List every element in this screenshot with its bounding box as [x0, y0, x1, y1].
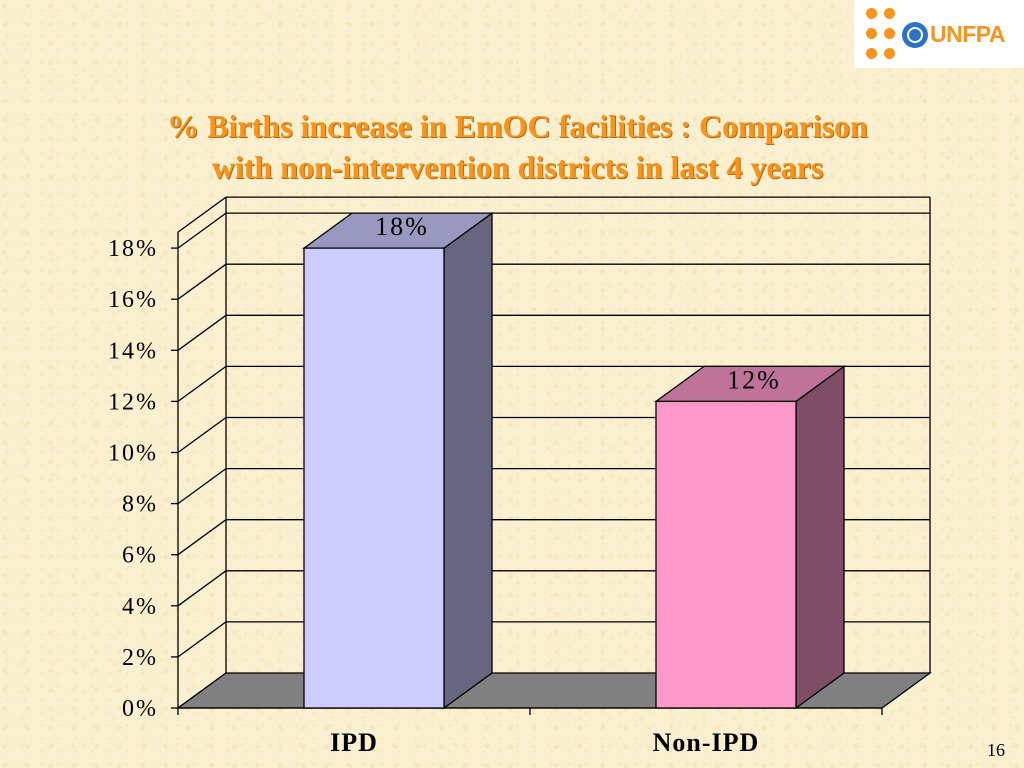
page-number: 16 [987, 740, 1005, 760]
un-emblem-icon [902, 22, 928, 48]
gridline-side [177, 365, 227, 402]
y-tick-label: 8% [122, 492, 158, 518]
slide-title: % Births increase in EmOC facilities : C… [40, 106, 995, 188]
y-tick-label: 2% [122, 645, 158, 671]
logo-dot [884, 8, 895, 19]
gridline-side [177, 314, 227, 351]
logo-dot [866, 8, 877, 19]
data-label-1: 12% [727, 365, 781, 394]
logo-dot [884, 48, 895, 59]
gridline-side [177, 519, 227, 556]
gridline-side [177, 570, 227, 607]
gridline-side [177, 416, 227, 454]
title-line-1: % Births increase in EmOC facilities : C… [167, 108, 868, 144]
gridline-side [177, 212, 227, 249]
logo-dot [866, 48, 877, 59]
y-tick-label: 14% [108, 338, 158, 364]
y-tick-label: 18% [108, 236, 158, 262]
gridline-side [177, 196, 227, 233]
y-tick-label: 0% [122, 696, 158, 722]
logo-text: UNFPA [930, 21, 1006, 47]
unfpa-logo: UNFPA [854, 0, 1024, 68]
y-tick-label: 4% [122, 594, 158, 620]
y-tick-label: 10% [108, 441, 158, 467]
logo-dot [884, 28, 895, 39]
title-line-2: with non-intervention districts in last … [211, 149, 824, 185]
gridline-side [177, 263, 227, 300]
x-category-label-1: Non-IPD [653, 728, 760, 757]
y-tick-label: 16% [108, 287, 158, 313]
data-label-0: 18% [375, 212, 429, 241]
gridline-side [177, 468, 227, 505]
bar-side-0 [443, 211, 493, 710]
gridline-side [177, 621, 227, 658]
bar-side-1 [795, 365, 845, 710]
bar-1 [655, 400, 797, 709]
y-tick-label: 6% [122, 543, 158, 569]
x-category-label-0: IPD [330, 728, 378, 757]
y-tick-label: 12% [108, 389, 158, 415]
bar-0 [303, 247, 445, 709]
logo-dot [866, 28, 877, 39]
